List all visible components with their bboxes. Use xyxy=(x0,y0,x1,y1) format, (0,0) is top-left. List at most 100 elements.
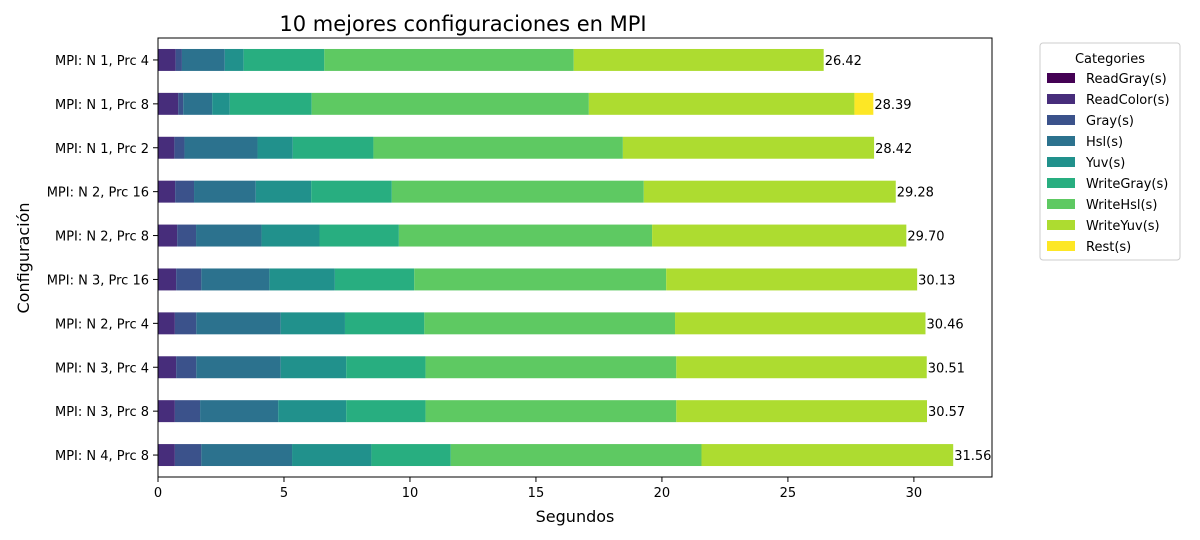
bar-segment xyxy=(573,48,824,71)
bar-segment xyxy=(701,444,954,467)
y-tick-label: MPI: N 3, Prc 4 xyxy=(55,361,149,376)
x-ticks: 0 5 10 15 20 25 30 xyxy=(154,477,922,501)
total-label: 26.42 xyxy=(825,54,862,69)
bar-segment xyxy=(178,92,184,115)
bar-segment xyxy=(334,268,415,291)
legend-label: Hsl(s) xyxy=(1086,135,1123,150)
y-ticks: MPI: N 1, Prc 4 MPI: N 1, Prc 8 MPI: N 1, … xyxy=(47,54,158,464)
bar-segment xyxy=(158,268,177,291)
bar-segment xyxy=(243,48,325,71)
y-tick-label: MPI: N 2, Prc 4 xyxy=(55,317,149,332)
bar-segment xyxy=(425,400,677,423)
bar-segment xyxy=(174,136,185,159)
bar-segment xyxy=(450,444,702,467)
y-tick-label: MPI: N 1, Prc 8 xyxy=(55,98,149,113)
bar-segment xyxy=(278,400,347,423)
legend-swatch xyxy=(1047,136,1075,146)
legend-swatch xyxy=(1047,157,1075,167)
bar-segment xyxy=(854,92,874,115)
bar-segment xyxy=(176,268,202,291)
bar-segment xyxy=(398,224,653,247)
x-tick-label: 0 xyxy=(154,486,162,501)
bar-segment xyxy=(622,136,875,159)
bar-segment xyxy=(414,268,667,291)
legend-label: ReadColor(s) xyxy=(1086,93,1170,108)
legend-swatch xyxy=(1047,94,1075,104)
bar-segment xyxy=(212,92,230,115)
bar-segment xyxy=(158,444,175,467)
bar-segment xyxy=(196,312,281,335)
bar-segment xyxy=(425,356,677,379)
x-tick-label: 20 xyxy=(654,486,671,501)
bar-segment xyxy=(196,224,262,247)
legend-title: Categories xyxy=(1075,52,1145,67)
plot-frame xyxy=(157,37,993,478)
bar-segment xyxy=(311,180,392,203)
x-tick-label: 5 xyxy=(280,486,288,501)
legend-swatch xyxy=(1047,115,1075,125)
y-tick-label: MPI: N 1, Prc 2 xyxy=(55,142,149,157)
y-tick-label: MPI: N 2, Prc 16 xyxy=(47,186,149,201)
bar-segment xyxy=(652,224,907,247)
bar-segment xyxy=(158,312,175,335)
bar-segment xyxy=(344,312,425,335)
chart-title: 10 mejores configuraciones en MPI xyxy=(279,12,646,36)
total-label: 31.56 xyxy=(954,449,991,464)
bar-segment xyxy=(676,356,927,379)
bar-segment xyxy=(158,224,178,247)
bar-segment xyxy=(158,180,176,203)
bar-segment xyxy=(196,356,281,379)
y-tick-label: MPI: N 1, Prc 4 xyxy=(55,54,149,69)
bar-segment xyxy=(181,48,225,71)
bar-segment xyxy=(373,136,623,159)
legend-label: WriteGray(s) xyxy=(1086,177,1168,192)
bar-segment xyxy=(158,48,176,71)
bar-segment xyxy=(676,400,927,423)
bar-segment xyxy=(176,356,197,379)
bar-segment xyxy=(424,312,676,335)
bar-segment xyxy=(324,48,574,71)
bar-segment xyxy=(371,444,451,467)
bar-segment xyxy=(158,400,175,423)
bar-segment xyxy=(269,268,335,291)
bar-segment xyxy=(201,444,293,467)
legend: Categories ReadGray(s) ReadColor(s) Gray(s… xyxy=(1039,42,1181,261)
bar-segment xyxy=(174,444,202,467)
total-label: 30.51 xyxy=(928,361,965,376)
bar-segment xyxy=(666,268,918,291)
total-label: 28.39 xyxy=(874,98,911,113)
y-tick-label: MPI: N 2, Prc 8 xyxy=(55,230,149,245)
bar-segment xyxy=(229,92,312,115)
y-tick-label: MPI: N 3, Prc 8 xyxy=(55,405,149,420)
legend-swatch xyxy=(1047,220,1075,230)
legend-label: Gray(s) xyxy=(1086,114,1134,129)
bar-segment xyxy=(346,400,426,423)
bar-segment xyxy=(643,180,896,203)
bar-segment xyxy=(311,92,589,115)
y-tick-label: MPI: N 3, Prc 16 xyxy=(47,273,149,288)
bar-segment xyxy=(201,268,270,291)
bar-segment xyxy=(255,180,312,203)
bar-segment xyxy=(183,92,213,115)
x-tick-label: 25 xyxy=(780,486,797,501)
bar-segment xyxy=(391,180,644,203)
bar-segment xyxy=(184,136,258,159)
bar-segment xyxy=(174,400,201,423)
legend-label: WriteHsl(s) xyxy=(1086,198,1157,213)
bar-segment xyxy=(346,356,426,379)
legend-items: ReadGray(s) ReadColor(s) Gray(s) Hsl(s) Yuv(… xyxy=(1047,72,1170,255)
bar-segment xyxy=(158,92,179,115)
total-label: 30.13 xyxy=(918,273,955,288)
bar-segment xyxy=(675,312,926,335)
legend-label: ReadGray(s) xyxy=(1086,72,1167,87)
bar-segment xyxy=(261,224,320,247)
bars-layer xyxy=(158,48,954,467)
total-label: 29.28 xyxy=(897,186,934,201)
bar-segment xyxy=(588,92,855,115)
bar-segment xyxy=(158,356,177,379)
bar-segment xyxy=(200,400,279,423)
legend-label: Yuv(s) xyxy=(1085,156,1125,171)
legend-swatch xyxy=(1047,199,1075,209)
total-label: 30.46 xyxy=(926,317,963,332)
legend-label: Rest(s) xyxy=(1086,240,1131,255)
